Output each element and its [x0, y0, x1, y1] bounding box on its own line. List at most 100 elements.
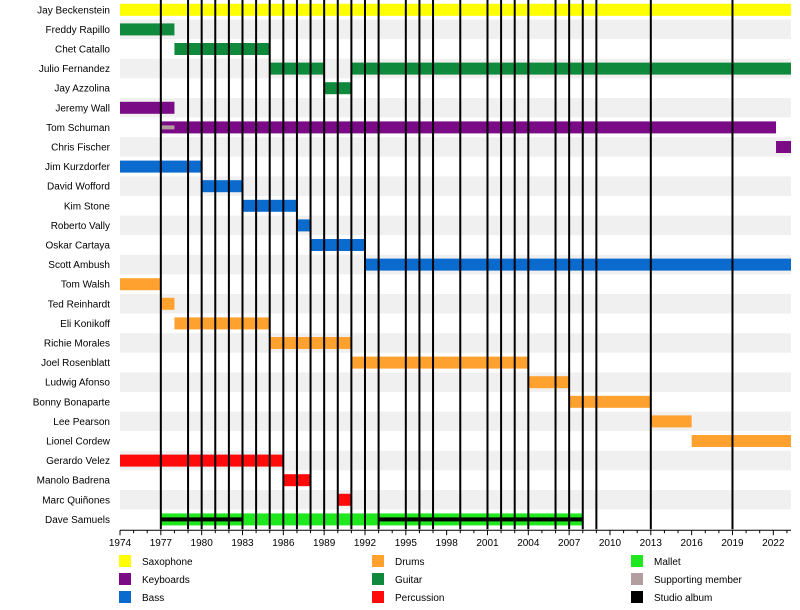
- member-label: Lee Pearson: [53, 417, 110, 428]
- x-axis: 1974 1977 1980 1983 1986 1989 1992 1995 1998 2001…: [109, 529, 791, 549]
- member-bar: [351, 356, 529, 369]
- legend-label: Bass: [142, 593, 164, 604]
- member-label: Manolo Badrena: [37, 476, 111, 487]
- row-background: [120, 196, 791, 216]
- x-tick-label: 2004: [517, 538, 540, 549]
- member-bar: [528, 376, 570, 389]
- member-label: Ludwig Afonso: [45, 378, 110, 389]
- row-background: [120, 294, 791, 314]
- member-label: Eli Konikoff: [60, 319, 110, 330]
- x-tick-label: 1974: [109, 538, 132, 549]
- member-label: Gerardo Velez: [46, 456, 110, 467]
- album-lines: [159, 0, 734, 530]
- row-background: [120, 333, 791, 353]
- row-background: [120, 470, 791, 490]
- member-label: Julio Fernandez: [39, 64, 110, 75]
- member-label: Chris Fischer: [51, 143, 111, 154]
- member-bar: [160, 121, 777, 134]
- x-tick-label: 2013: [640, 538, 663, 549]
- row-background: [120, 235, 791, 255]
- x-tick-label: 1995: [395, 538, 418, 549]
- member-bar: [120, 278, 161, 291]
- legend-swatch: [119, 573, 131, 585]
- member-label: Jay Beckenstein: [37, 5, 110, 16]
- member-label: Dave Samuels: [45, 515, 110, 526]
- member-bar: [691, 435, 791, 447]
- member-bar: [160, 297, 175, 310]
- row-background: [120, 313, 791, 334]
- member-bar: [296, 219, 311, 232]
- member-labels: Jay Beckenstein Freddy Rapillo Chet Catall…: [33, 5, 111, 526]
- legend-label: Drums: [395, 557, 424, 568]
- member-label: Oskar Cartaya: [46, 241, 111, 252]
- x-tick-label: 2019: [721, 538, 744, 549]
- row-background: [120, 19, 791, 40]
- member-bar: [364, 258, 791, 271]
- legend-swatch: [119, 591, 131, 603]
- member-label: Freddy Rapillo: [46, 25, 111, 36]
- legend-label: Supporting member: [654, 575, 742, 586]
- member-label: Tom Schuman: [46, 123, 110, 134]
- member-label: Lionel Cordew: [46, 437, 111, 448]
- member-bar: [174, 317, 270, 330]
- row-background: [120, 215, 791, 236]
- member-bar: [120, 23, 175, 36]
- member-bar: [337, 493, 352, 506]
- member-bar: [569, 395, 651, 408]
- legend-label: Saxophone: [142, 557, 193, 568]
- member-label: Scott Ambush: [48, 260, 110, 271]
- legend-swatch: [372, 591, 384, 603]
- x-tick-label: 1992: [354, 538, 377, 549]
- x-tick-label: 2016: [681, 538, 704, 549]
- legend-label: Keyboards: [142, 575, 190, 586]
- legend-label: Percussion: [395, 593, 444, 604]
- row-background: [120, 98, 791, 118]
- member-label: Joel Rosenblatt: [41, 358, 110, 369]
- row-background: [120, 274, 791, 294]
- member-bar: [160, 513, 583, 526]
- legend-swatch: [372, 555, 384, 567]
- member-label: Ted Reinhardt: [48, 299, 110, 310]
- legend-swatch: [631, 555, 643, 567]
- member-label: Marc Quiñones: [42, 495, 110, 506]
- member-bar: [776, 141, 791, 153]
- member-bar: [351, 62, 791, 75]
- row-background: [120, 176, 791, 196]
- member-label: Tom Walsh: [61, 280, 110, 291]
- x-tick-label: 2010: [599, 538, 622, 549]
- x-tick-label: 1983: [231, 538, 254, 549]
- x-tick-label: 1986: [272, 538, 295, 549]
- row-background: [120, 411, 791, 432]
- x-tick-label: 1977: [150, 538, 173, 549]
- member-bar: [120, 3, 791, 16]
- member-label: David Wofford: [47, 182, 110, 193]
- row-background: [120, 372, 791, 392]
- legend-swatch: [372, 573, 384, 585]
- row-background: [120, 137, 791, 157]
- x-tick-label: 2007: [558, 538, 581, 549]
- x-tick-label: 2001: [476, 538, 499, 549]
- row-background: [120, 450, 791, 471]
- legend-swatch: [631, 591, 643, 603]
- member-bar-overlay: [160, 125, 175, 130]
- legend-swatch: [631, 573, 643, 585]
- member-label: Kim Stone: [64, 201, 111, 212]
- member-label: Jim Kurzdorfer: [45, 162, 111, 173]
- member-label: Roberto Vally: [51, 221, 110, 232]
- row-background: [120, 431, 791, 451]
- member-label: Bonny Bonaparte: [33, 397, 111, 408]
- row-background: [120, 39, 791, 59]
- member-bar: [650, 415, 692, 428]
- member-label: Jeremy Wall: [55, 103, 110, 114]
- member-bar: [120, 101, 175, 114]
- legend: Saxophone Keyboards Bass Drums Guitar Percuss…: [119, 555, 742, 604]
- legend-label: Mallet: [654, 557, 681, 568]
- x-tick-label: 1980: [191, 538, 214, 549]
- member-label: Richie Morales: [44, 339, 110, 350]
- member-label: Chet Catallo: [55, 45, 110, 56]
- member-label: Jay Azzolina: [54, 84, 110, 95]
- x-tick-label: 1998: [436, 538, 459, 549]
- member-bar: [201, 180, 243, 193]
- row-background: [120, 78, 791, 98]
